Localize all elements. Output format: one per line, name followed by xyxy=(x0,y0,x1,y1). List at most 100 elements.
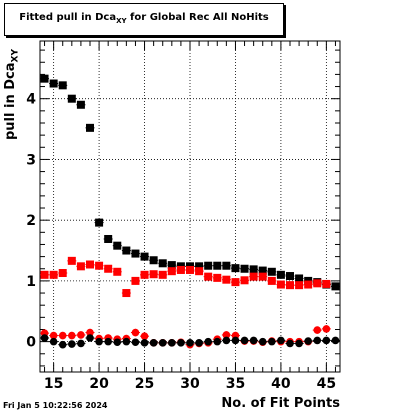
data-point-square xyxy=(122,289,131,298)
data-point-square xyxy=(131,249,140,258)
x-tick-label: 25 xyxy=(135,376,154,392)
data-point-square xyxy=(222,275,231,284)
data-point-square xyxy=(58,269,67,278)
data-point-circle xyxy=(277,336,285,345)
data-point-square xyxy=(295,281,304,290)
data-point-circle xyxy=(268,337,276,346)
data-point-square xyxy=(122,246,131,255)
data-point-square xyxy=(49,270,58,279)
data-point-square xyxy=(176,265,185,274)
title-subscript: XY xyxy=(116,17,127,25)
data-point-circle xyxy=(322,325,331,333)
chart-title: Fitted pull in DcaXY for Global Rec All … xyxy=(5,12,283,25)
data-point-circle xyxy=(249,336,258,345)
data-point-circle xyxy=(222,331,231,339)
data-point-square xyxy=(149,256,158,265)
data-point-circle xyxy=(295,339,303,348)
data-point-square xyxy=(240,264,249,273)
data-point-square xyxy=(76,262,85,271)
x-tick-label: 30 xyxy=(180,376,200,392)
x-tick-label: 20 xyxy=(89,376,109,392)
data-point-square xyxy=(167,261,176,270)
data-point-square xyxy=(313,279,322,288)
data-point-square xyxy=(49,79,58,88)
data-point-square xyxy=(67,256,76,265)
y-tick-label: 0 xyxy=(26,335,36,351)
data-point-square xyxy=(204,261,213,270)
data-point-circle xyxy=(104,337,112,346)
data-point-square xyxy=(149,270,158,279)
data-point-circle xyxy=(286,339,294,348)
x-tick-label: 40 xyxy=(271,376,291,392)
data-point-circle xyxy=(240,336,249,345)
data-marks xyxy=(40,74,340,349)
data-point-square xyxy=(140,252,149,261)
data-point-square xyxy=(95,261,104,270)
data-point-circle xyxy=(213,337,222,346)
timestamp: Fri Jan 5 10:22:56 2024 xyxy=(3,401,108,410)
data-point-square xyxy=(322,279,331,288)
data-point-circle xyxy=(195,339,203,347)
y-tick-label: 3 xyxy=(26,152,36,168)
data-point-square xyxy=(231,264,240,273)
data-point-circle xyxy=(122,337,131,346)
data-point-circle xyxy=(177,339,185,347)
data-point-square xyxy=(158,259,167,268)
y-axis-label: pull in DcaXY xyxy=(3,49,21,140)
data-point-circle xyxy=(140,339,149,347)
x-tick-label: 35 xyxy=(226,376,245,392)
data-point-square xyxy=(140,270,149,279)
data-point-square xyxy=(76,100,85,109)
data-point-square xyxy=(131,276,140,285)
data-point-square xyxy=(267,276,276,285)
data-point-square xyxy=(249,272,258,281)
title-box: Fitted pull in DcaXY for Global Rec All … xyxy=(4,3,284,36)
y-tick-label: 1 xyxy=(26,274,36,290)
data-point-circle xyxy=(86,334,94,342)
x-axis-label: No. of Fit Points xyxy=(221,396,340,411)
data-point-square xyxy=(213,273,222,282)
data-point-circle xyxy=(40,334,49,342)
data-point-circle xyxy=(313,336,322,345)
data-point-square xyxy=(267,267,276,276)
data-point-square xyxy=(95,218,104,227)
data-point-circle xyxy=(231,336,240,345)
data-point-square xyxy=(40,270,49,279)
data-point-circle xyxy=(95,337,103,346)
title-main: Fitted pull in Dca xyxy=(19,12,117,23)
data-point-circle xyxy=(186,339,194,347)
y-axis-label-subscript: XY xyxy=(10,49,21,63)
data-point-square xyxy=(258,266,267,275)
data-point-square xyxy=(222,261,231,270)
data-point-circle xyxy=(140,332,149,340)
title-rest: for Global Rec All NoHits xyxy=(126,12,269,23)
data-point-square xyxy=(195,267,204,276)
data-point-circle xyxy=(49,331,58,340)
data-point-square xyxy=(86,260,94,269)
data-point-square xyxy=(331,282,340,291)
data-point-circle xyxy=(304,337,312,345)
grid-lines xyxy=(40,41,340,372)
data-point-square xyxy=(295,274,304,283)
data-point-square xyxy=(286,272,294,281)
data-point-square xyxy=(286,281,294,290)
data-point-circle xyxy=(158,339,167,347)
data-point-circle xyxy=(131,328,140,337)
data-point-square xyxy=(204,272,213,281)
data-point-square xyxy=(276,280,285,289)
data-point-square xyxy=(186,265,194,274)
tick-labels: 15 20 25 30 35 40 45 0 1 2 3 4 xyxy=(26,92,336,392)
data-point-square xyxy=(158,270,167,279)
data-point-circle xyxy=(204,337,212,346)
data-point-circle xyxy=(149,339,158,347)
x-tick-label: 45 xyxy=(317,376,336,392)
data-point-square xyxy=(113,267,122,276)
data-point-square xyxy=(276,270,285,279)
data-point-circle xyxy=(86,328,94,337)
data-point-circle xyxy=(258,337,267,346)
data-point-square xyxy=(86,123,94,132)
data-point-circle xyxy=(331,336,340,345)
data-point-square xyxy=(167,267,176,276)
y-tick-label: 4 xyxy=(26,92,36,108)
